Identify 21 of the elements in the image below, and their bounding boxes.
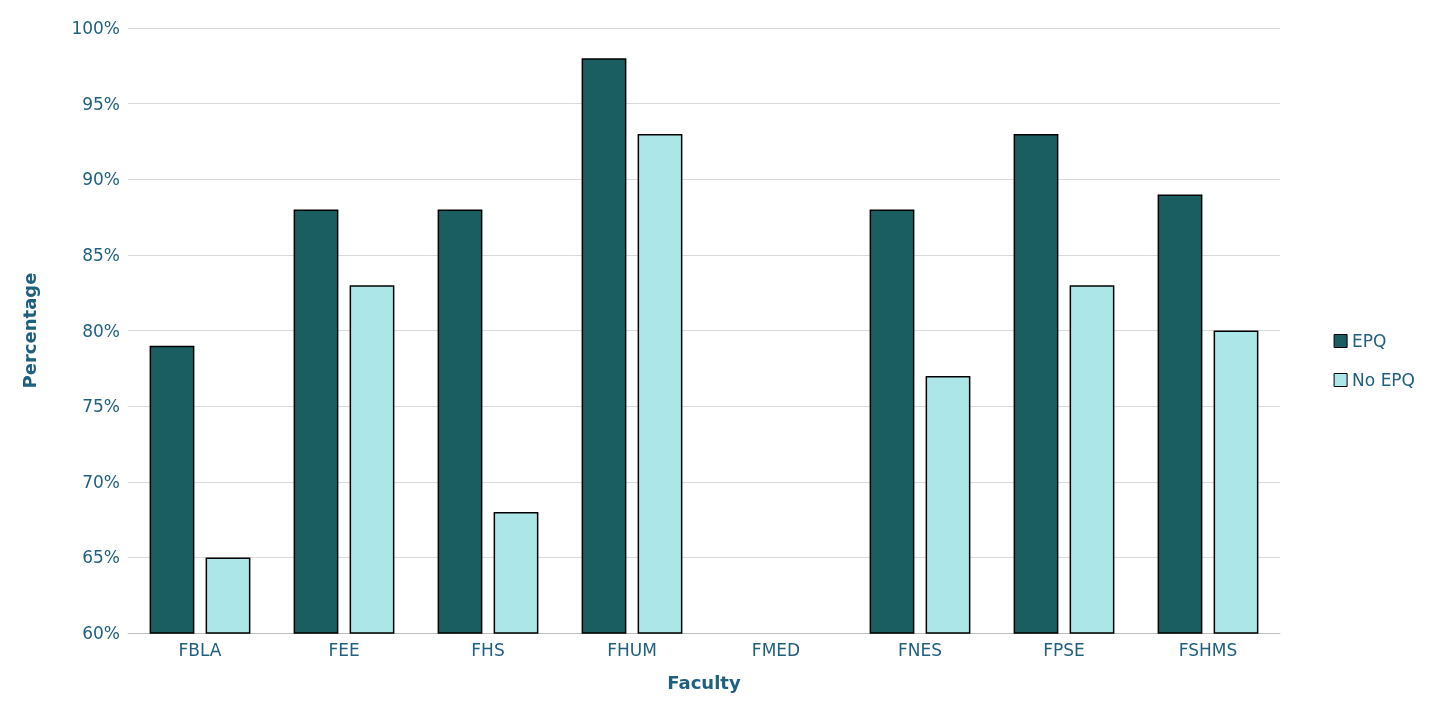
y-tick-label: 65% — [82, 547, 120, 568]
legend-label: EPQ — [1352, 331, 1387, 351]
y-tick-label: 90% — [82, 169, 120, 190]
y-tick-label: 60% — [82, 623, 120, 643]
y-tick-label: 80% — [82, 320, 120, 341]
x-tick-label: FPSE — [1043, 639, 1085, 660]
x-tick-label: FMED — [751, 639, 801, 660]
y-tick-label: 95% — [82, 93, 120, 114]
x-tick-label: FEE — [328, 639, 360, 660]
x-tick-label: FSHMS — [1178, 639, 1238, 660]
x-tick-label: FHUM — [607, 639, 657, 660]
x-axis-title: Faculty — [667, 671, 741, 693]
y-tick-label: 75% — [82, 396, 120, 417]
x-tick-label: FNES — [897, 639, 943, 660]
x-tick-label: FHS — [471, 639, 505, 660]
y-axis-title: Percentage — [18, 272, 40, 389]
y-tick-label: 100% — [71, 18, 120, 38]
y-tick-label: 70% — [82, 471, 120, 492]
x-tick-label: FBLA — [178, 639, 222, 660]
y-tick-label: 85% — [82, 244, 120, 265]
legend-label: No EPQ — [1352, 370, 1416, 390]
